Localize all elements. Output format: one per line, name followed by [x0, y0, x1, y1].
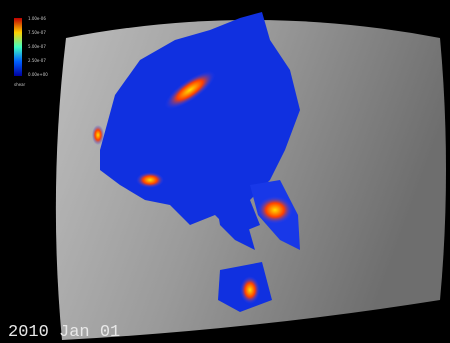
shear-band: [92, 125, 104, 145]
colorbar-label: 2.50e-07: [28, 58, 46, 63]
colorbar-label: 5.00e-07: [28, 44, 46, 49]
date-label: 2010 Jan 01: [8, 323, 120, 342]
viewer: 1.00e-06 7.50e-07 5.00e-07 2.50e-07 0.00e+00…: [0, 0, 450, 343]
colorbar-label: 7.50e-07: [28, 30, 46, 35]
shear-band: [136, 172, 164, 188]
colorbar-label: 0.00e+00: [28, 72, 48, 77]
shear-band: [257, 196, 293, 224]
colorbar-label: 1.00e-06: [28, 16, 46, 21]
colorbar-title: shear: [14, 82, 26, 87]
colorbar: [14, 18, 22, 76]
shear-band: [240, 276, 260, 304]
